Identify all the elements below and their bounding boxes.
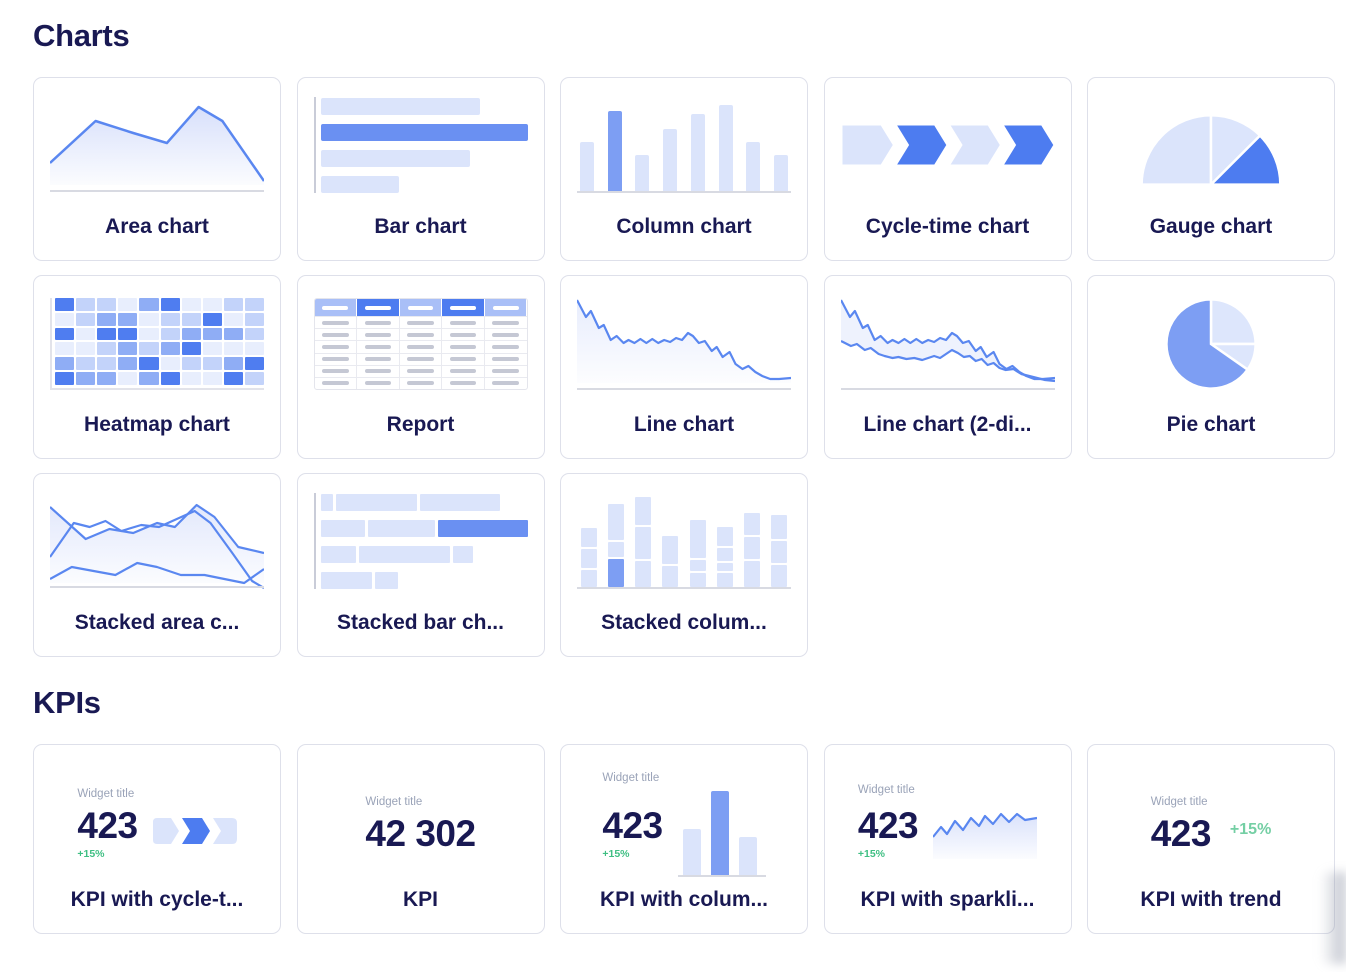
- kpi-trend-delta: +15%: [1229, 820, 1272, 838]
- kpi-sparkline-graphic: [932, 803, 1038, 864]
- kpi-widget-title: Widget title: [602, 771, 660, 784]
- card-kpi-sparkline[interactable]: Widget title 423 +15%: [823, 744, 1072, 934]
- stacked-area-chart-thumbnail: [50, 493, 264, 589]
- card-label: Pie chart: [1166, 412, 1256, 436]
- kpi-value: 423: [857, 805, 919, 847]
- report-thumbnail: [313, 298, 528, 390]
- card-label: Column chart: [616, 214, 752, 238]
- card-label: KPI with trend: [1140, 887, 1282, 911]
- card-kpi-cycle-time[interactable]: Widget title 423 +15%: [33, 744, 281, 934]
- card-label: Report: [386, 412, 455, 436]
- card-stacked-area-chart[interactable]: Stacked area c...: [33, 473, 281, 657]
- card-label: KPI with sparkli...: [860, 887, 1035, 911]
- card-label: Line chart: [633, 412, 735, 436]
- kpi-widget-title: Widget title: [77, 788, 135, 801]
- kpis-grid: Widget title 423 +15%: [33, 744, 1335, 934]
- kpi-value: 423: [77, 805, 138, 847]
- card-label: Line chart (2-di...: [863, 412, 1032, 436]
- card-cycle-time-chart[interactable]: Cycle-time chart: [823, 77, 1072, 261]
- stacked-bar-chart-thumbnail: [313, 493, 528, 589]
- card-label: Stacked area c...: [74, 610, 240, 634]
- card-kpi-trend[interactable]: Widget title 423 +15% KPI with trend: [1087, 744, 1335, 934]
- card-label: KPI with colum...: [599, 887, 768, 911]
- card-label: Area chart: [105, 214, 209, 238]
- stacked-column-chart-thumbnail: [577, 493, 791, 589]
- line-chart-thumbnail: [577, 295, 791, 391]
- heatmap-chart-thumbnail: [50, 298, 264, 390]
- gauge-chart-thumbnail: [1104, 97, 1318, 193]
- kpi-column-graphic: [677, 790, 766, 877]
- card-line-chart[interactable]: Line chart: [560, 275, 808, 459]
- card-line-chart-2d[interactable]: Line chart (2-di...: [823, 275, 1072, 459]
- charts-grid: Area chart Bar chart Column chart Cycle-…: [33, 77, 1335, 657]
- card-stacked-column-chart[interactable]: Stacked colum...: [560, 473, 808, 657]
- card-gauge-chart[interactable]: Gauge chart: [1087, 77, 1335, 261]
- bar-chart-thumbnail: [313, 97, 528, 193]
- kpi-value: 423: [1150, 813, 1212, 855]
- card-label: Stacked bar ch...: [337, 610, 504, 634]
- card-label: Cycle-time chart: [865, 214, 1030, 238]
- kpi-value: 42 302: [365, 813, 476, 855]
- kpi-value: 423: [602, 805, 663, 847]
- card-label: Gauge chart: [1149, 214, 1273, 238]
- card-stacked-bar-chart[interactable]: Stacked bar ch...: [296, 473, 545, 657]
- kpi-widget-title: Widget title: [365, 796, 423, 809]
- kpi-widget-title: Widget title: [1150, 796, 1208, 809]
- card-area-chart[interactable]: Area chart: [33, 77, 281, 261]
- kpi-cycle-time-graphic: [152, 818, 237, 849]
- card-pie-chart[interactable]: Pie chart: [1087, 275, 1335, 459]
- area-chart-thumbnail: [50, 97, 264, 193]
- card-report[interactable]: Report: [296, 275, 545, 459]
- card-kpi-column[interactable]: Widget title 423 +15% KPI with colum...: [560, 744, 808, 934]
- cycle-time-chart-thumbnail: [840, 97, 1055, 193]
- card-column-chart[interactable]: Column chart: [560, 77, 808, 261]
- pie-chart-thumbnail: [1104, 295, 1318, 391]
- kpi-delta: +15%: [77, 848, 105, 861]
- kpi-delta: +15%: [857, 848, 886, 861]
- card-bar-chart[interactable]: Bar chart: [296, 77, 545, 261]
- card-label: Bar chart: [374, 214, 467, 238]
- kpi-widget-title: Widget title: [857, 784, 915, 797]
- column-chart-thumbnail: [577, 97, 791, 193]
- card-label: KPI: [402, 887, 438, 911]
- card-label: KPI with cycle-t...: [70, 887, 244, 911]
- kpi-delta: +15%: [602, 848, 630, 861]
- widget-gallery: Charts Area chart Bar chart: [33, 18, 1335, 934]
- card-heatmap-chart[interactable]: Heatmap chart: [33, 275, 281, 459]
- card-kpi[interactable]: Widget title 42 302 KPI: [296, 744, 545, 934]
- section-title-kpis: KPIs: [33, 685, 101, 720]
- card-label: Heatmap chart: [84, 412, 230, 436]
- section-title-charts: Charts: [33, 18, 130, 53]
- line-chart-2d-thumbnail: [840, 295, 1055, 391]
- card-label: Stacked colum...: [601, 610, 767, 634]
